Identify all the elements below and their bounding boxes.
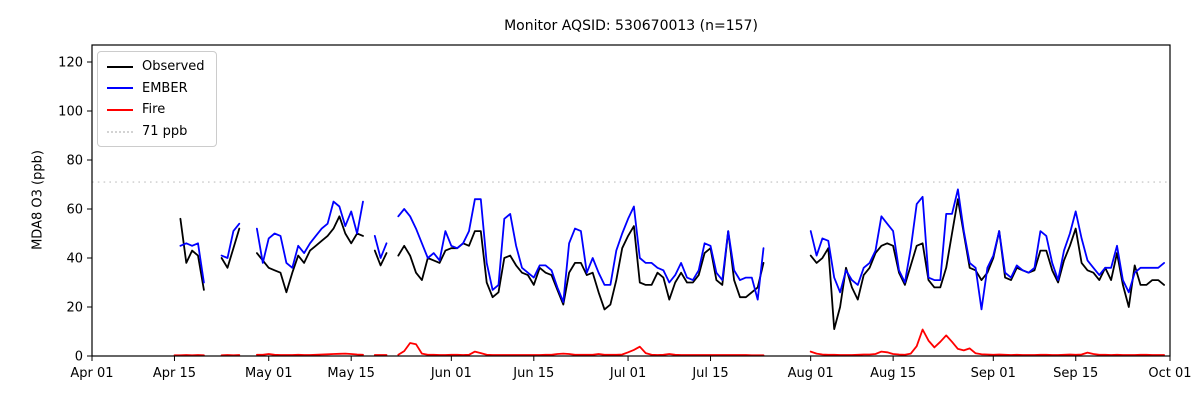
legend-label: Observed bbox=[142, 59, 205, 74]
legend: Observed EMBER Fire 71 ppb bbox=[97, 51, 217, 148]
observed-line-sample-icon bbox=[107, 65, 133, 68]
fire-line-sample-icon bbox=[107, 108, 133, 111]
x-tick-label: Sep 01 bbox=[971, 366, 1016, 381]
x-tick-label: Aug 01 bbox=[788, 366, 834, 381]
x-tick-label: Aug 15 bbox=[870, 366, 916, 381]
legend-item-ember: EMBER bbox=[107, 81, 205, 97]
legend-item-observed: Observed bbox=[107, 59, 205, 75]
x-tick-label: Apr 15 bbox=[153, 366, 196, 381]
chart-title: Monitor AQSID: 530670013 (n=157) bbox=[504, 18, 758, 34]
x-tick-label: Sep 15 bbox=[1053, 366, 1098, 381]
x-tick-label: May 01 bbox=[245, 366, 293, 381]
plot-border bbox=[91, 44, 1171, 357]
fire-line bbox=[173, 328, 1165, 357]
x-tick-label: Apr 01 bbox=[70, 366, 113, 381]
y-tick-label: 0 bbox=[75, 350, 83, 365]
x-tick-label: Jun 01 bbox=[430, 366, 472, 381]
x-tick-label: Jul 01 bbox=[609, 366, 646, 381]
x-tick-label: Oct 01 bbox=[1148, 366, 1191, 381]
threshold-line-sample-icon bbox=[107, 130, 133, 133]
x-tick-label: Jul 15 bbox=[691, 366, 728, 381]
legend-label: 71 ppb bbox=[142, 123, 188, 139]
observed-line bbox=[179, 198, 1165, 330]
y-tick-label: 60 bbox=[66, 203, 83, 218]
y-tick-label: 120 bbox=[58, 56, 83, 71]
ember-line-sample-icon bbox=[107, 87, 133, 90]
y-tick-label: 100 bbox=[58, 105, 83, 120]
y-tick-label: 40 bbox=[66, 252, 83, 267]
y-tick-label: 80 bbox=[66, 154, 83, 169]
y-tick-label: 20 bbox=[66, 301, 83, 316]
x-tick-label: May 15 bbox=[327, 366, 375, 381]
ember-line bbox=[179, 188, 1165, 311]
legend-label: EMBER bbox=[142, 80, 188, 96]
legend-item-threshold: 71 ppb bbox=[107, 124, 205, 140]
legend-label: Fire bbox=[142, 102, 166, 118]
x-tick-label: Jun 15 bbox=[512, 366, 554, 381]
legend-item-fire: Fire bbox=[107, 102, 205, 118]
